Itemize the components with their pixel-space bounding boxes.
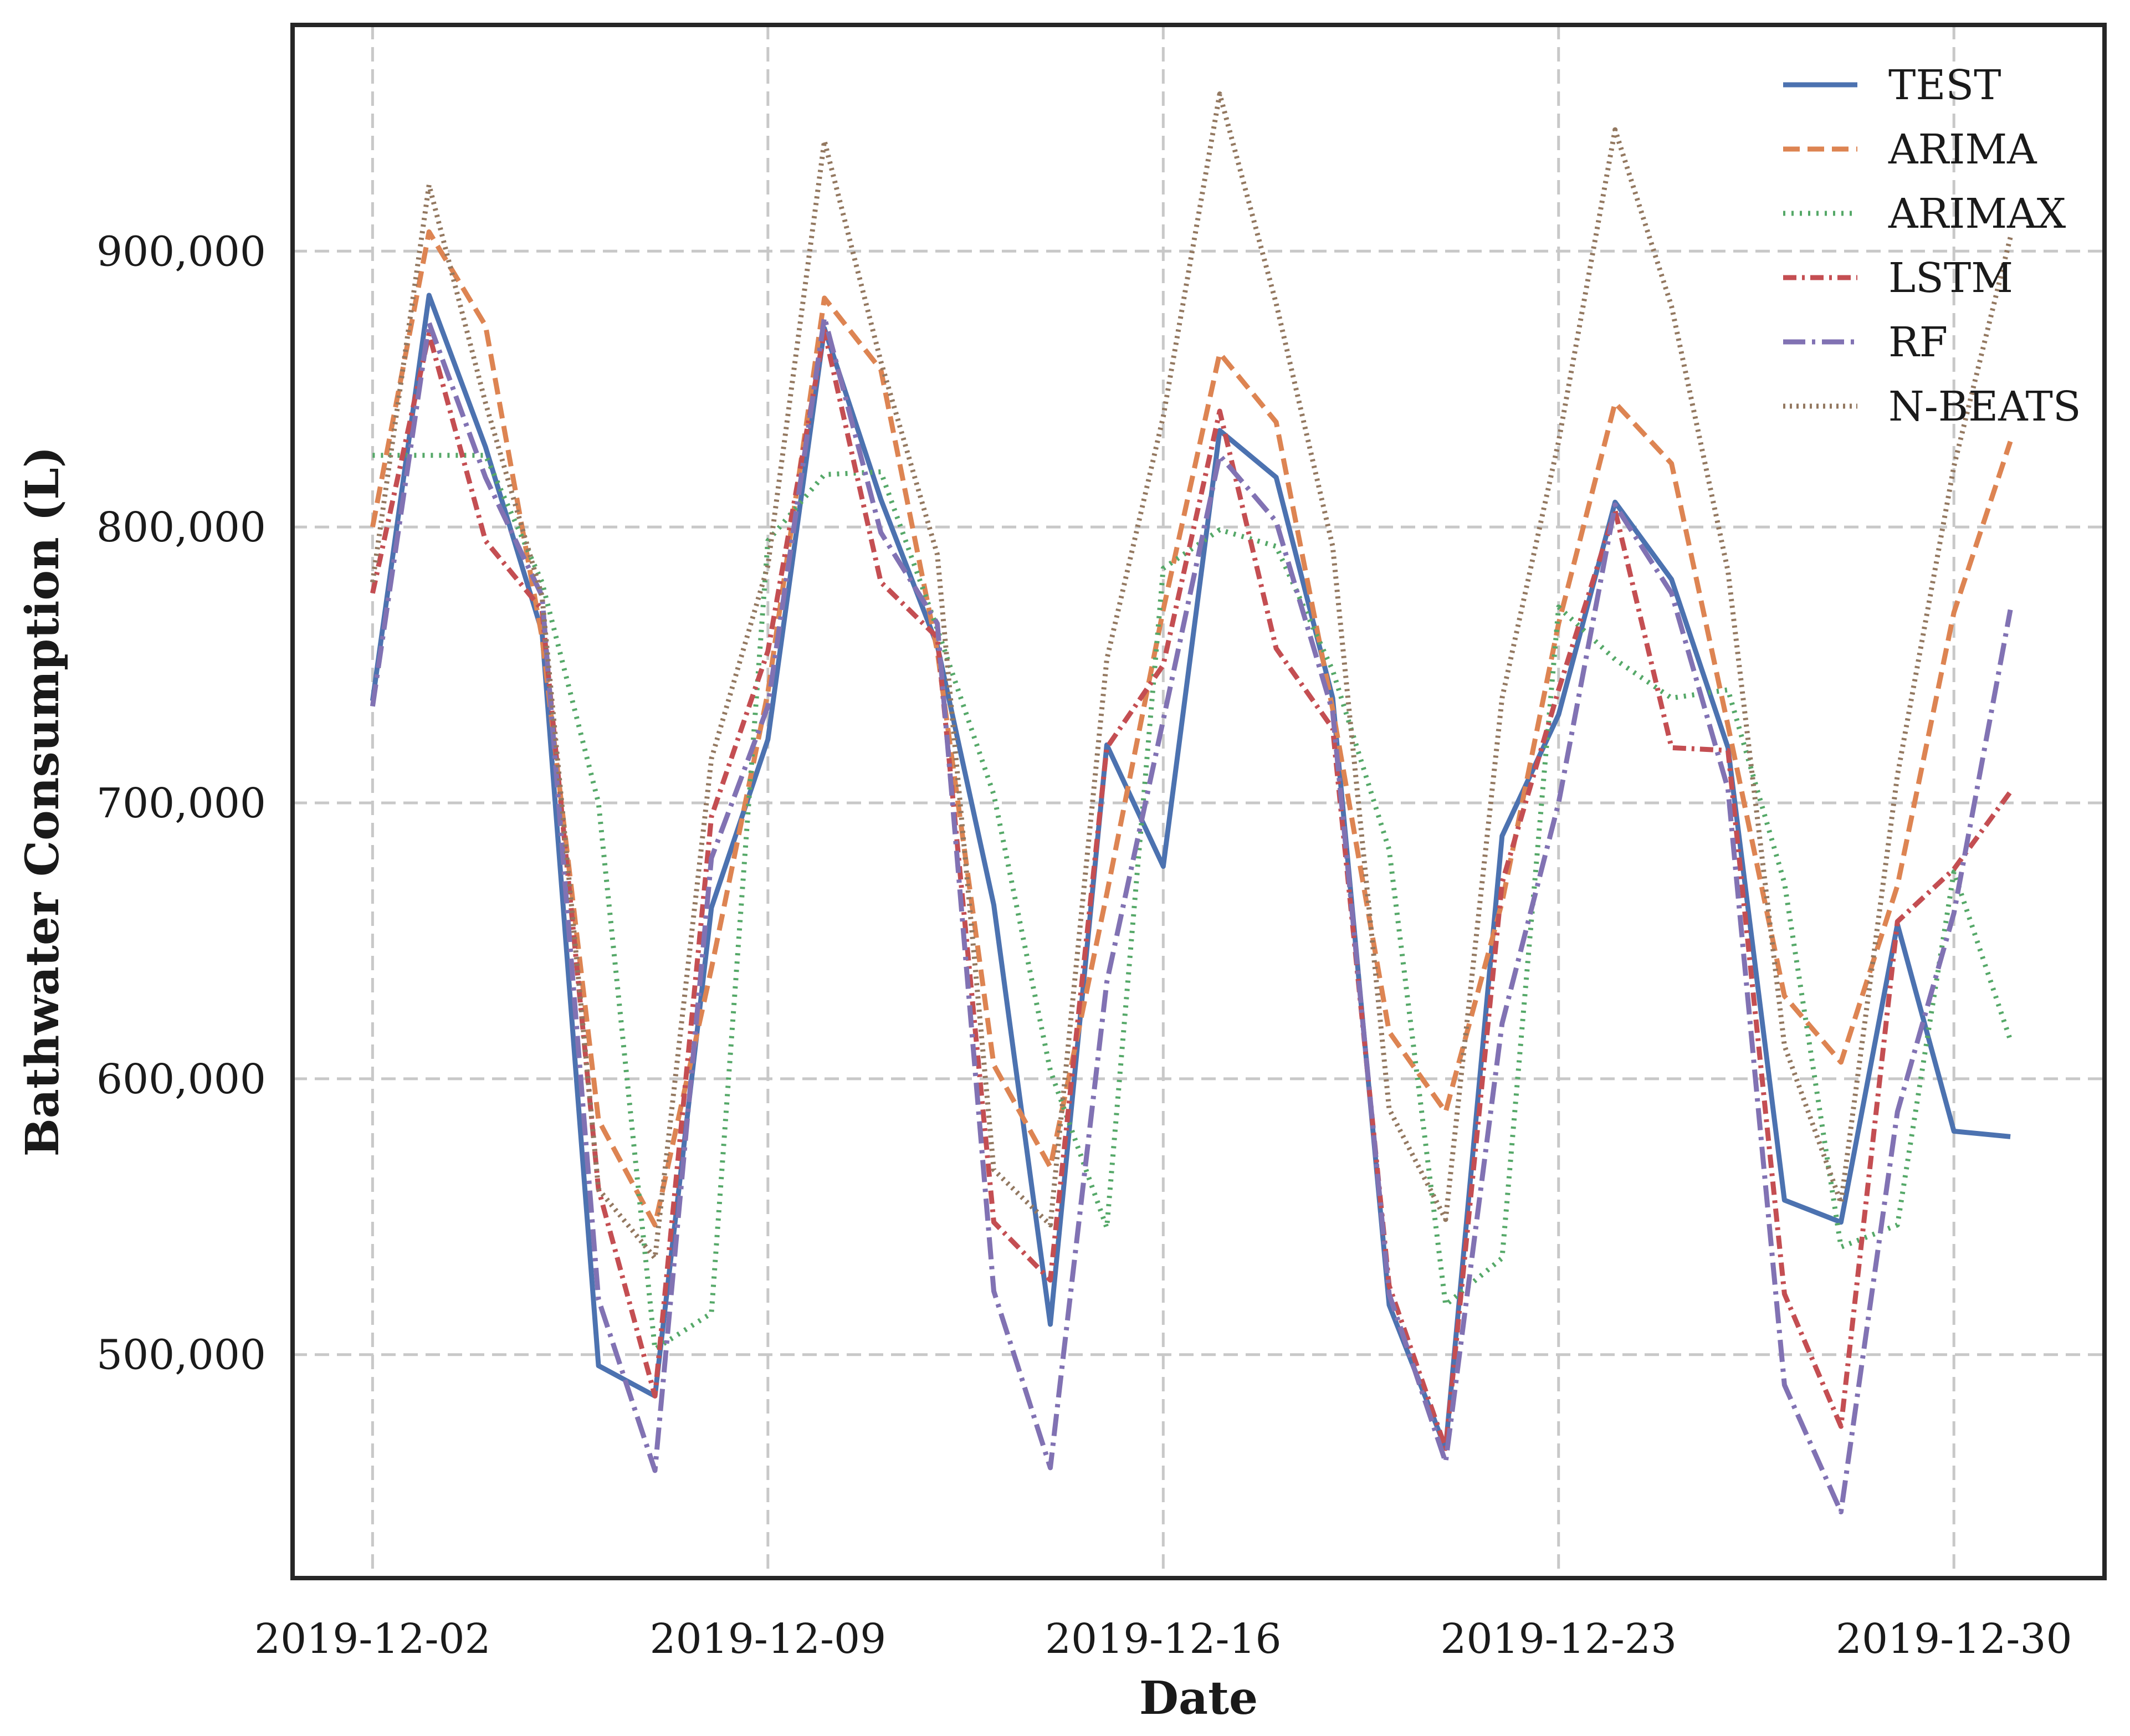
x-axis-title: Date — [1139, 1672, 1258, 1725]
grid-lines — [293, 25, 2105, 1578]
y-tick-label: 800,000 — [96, 504, 266, 551]
x-tick-label: 2019-12-16 — [1045, 1615, 1282, 1663]
legend-label: ARIMAX — [1888, 190, 2066, 238]
series-line-test — [370, 293, 2011, 1451]
x-tick-label: 2019-12-02 — [254, 1615, 491, 1663]
legend-label: RF — [1888, 319, 1948, 366]
y-tick-label: 900,000 — [96, 228, 266, 275]
y-tick-label: 500,000 — [96, 1332, 266, 1379]
plot-area-frame — [290, 23, 2107, 1580]
legend-label: TEST — [1888, 62, 2001, 109]
series-line-arimax — [372, 453, 2013, 1352]
x-tick-label: 2019-12-09 — [650, 1615, 887, 1663]
y-tick-label: 600,000 — [96, 1056, 266, 1103]
series-line-lstm — [370, 329, 2013, 1451]
legend-label: ARIMA — [1888, 126, 2037, 173]
x-tick-label: 2019-12-30 — [1836, 1615, 2072, 1663]
series-line-rf — [370, 315, 2013, 1514]
series-line-n-beats — [370, 91, 2013, 1261]
x-tick-label: 2019-12-23 — [1440, 1615, 1677, 1663]
y-axis-title: Bathwater Consumption (L) — [16, 446, 69, 1156]
legend: TEST ARIMA ARIMAX LSTM RF N-BEATS — [1783, 62, 2081, 431]
x-axis-ticks: 2019-12-02 2019-12-09 2019-12-16 2019-12-23… — [254, 1615, 2072, 1663]
legend-label: N-BEATS — [1888, 383, 2081, 431]
series-lines — [370, 91, 2013, 1514]
series-line-arima — [370, 229, 2013, 1228]
legend-label: LSTM — [1888, 254, 2013, 302]
y-axis-ticks: 500,000 600,000 700,000 800,000 900,000 — [96, 228, 266, 1379]
y-tick-label: 700,000 — [96, 780, 266, 827]
